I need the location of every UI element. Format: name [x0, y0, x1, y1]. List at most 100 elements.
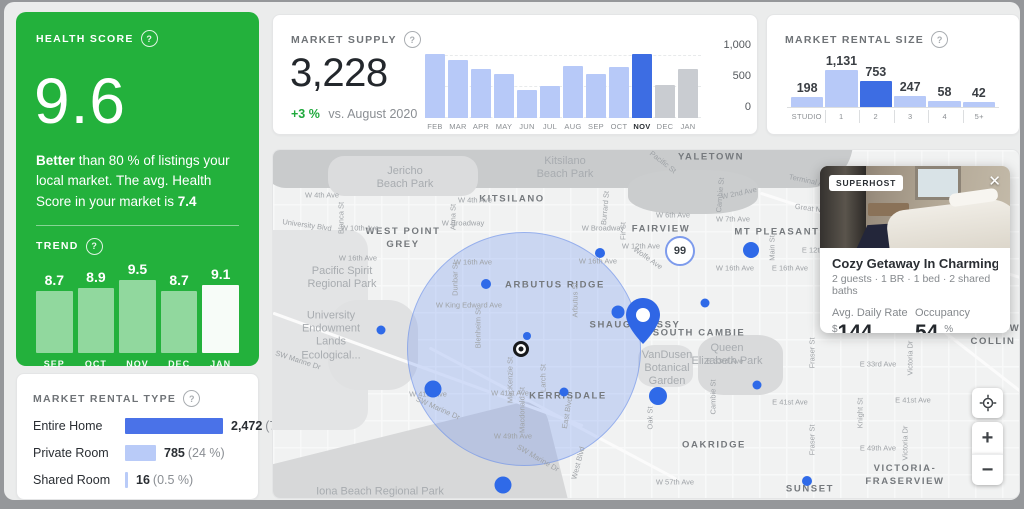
rental-type-bar[interactable] [125, 471, 128, 488]
neighborhood-label: MT PLEASANT [734, 226, 820, 238]
street-label: E 33rd Ave [706, 356, 744, 366]
divider [36, 224, 239, 226]
locate-button[interactable] [972, 388, 1003, 418]
trend-bar-nov[interactable] [119, 279, 156, 353]
trend-bar-sep[interactable] [36, 290, 73, 353]
listing-dot[interactable] [494, 476, 512, 494]
map-park-shape [328, 156, 478, 196]
rental-type-bar[interactable] [125, 417, 223, 434]
listing-dot[interactable] [424, 380, 442, 398]
adr-stat: Avg. Daily Rate $144 [832, 307, 915, 333]
rental-type-value: 785 (24 %) [164, 445, 225, 460]
y-axis-tick: 1,000 [723, 39, 751, 51]
neighborhood-label: KITSILANO [479, 193, 545, 205]
occupancy-stat: Occupancy 54 % [915, 307, 998, 333]
zoom-in-button[interactable]: + [972, 422, 1003, 454]
listing-dot[interactable] [523, 332, 531, 340]
zoom-out-button[interactable]: − [972, 454, 1003, 485]
supply-bar-jun[interactable] [517, 90, 537, 118]
health-score-title: HEALTH SCORE [36, 32, 134, 45]
street-label: W 10th Ave [340, 223, 380, 233]
size-bar-4[interactable] [928, 101, 961, 107]
trend-bar-oct[interactable] [77, 287, 115, 353]
help-icon[interactable]: ? [931, 31, 949, 48]
supply-axis-labels: FEB MAR APR MAY JUN JUL AUG SEP OCT NOV DEC JAN [425, 122, 701, 131]
rental-type-row: Shared Room 16 (0.5 %) [33, 471, 242, 488]
size-bar-1[interactable] [825, 70, 858, 107]
listing-dot[interactable] [559, 387, 569, 397]
trend-bar-jan[interactable] [202, 284, 239, 353]
supply-bar-feb[interactable] [425, 54, 445, 118]
rental-size-title: MARKET RENTAL SIZE [785, 33, 925, 46]
desc-text: than 80 % of listings your local market.… [36, 153, 230, 209]
listing-cluster-badge[interactable]: 99 [665, 236, 695, 266]
supply-bar-jul[interactable] [540, 86, 560, 118]
size-bar-studio[interactable] [791, 97, 824, 107]
street-label: E 16th Ave [771, 263, 809, 273]
listing-popup: SUPERHOST ✕ Cozy Getaway In Charming Kit… [820, 166, 1010, 333]
rental-type-row: Private Room 785 (24 %) [33, 444, 242, 461]
street-label: W 57th Ave [655, 477, 695, 487]
trend-bar-label: OCT [84, 358, 107, 369]
size-bar-2[interactable] [859, 81, 892, 107]
supply-bar-may[interactable] [494, 74, 514, 118]
supply-axis-label: SEP [588, 122, 604, 131]
supply-bar-mar[interactable] [448, 60, 468, 118]
trend-bar-label: JAN [210, 358, 232, 369]
map[interactable]: KITSILANO WEST POINT GREY ARBUTUS RIDGE FAI… [272, 149, 1020, 499]
supply-bar-jan[interactable] [678, 69, 698, 118]
supply-bar-apr[interactable] [471, 69, 491, 118]
supply-chart: FEB MAR APR MAY JUN JUL AUG SEP OCT NOV DEC JAN 1,0… [425, 15, 751, 134]
rental-type-label: Shared Room [33, 472, 111, 487]
street-label: E 49th Ave [859, 443, 897, 453]
supply-bars [425, 54, 701, 118]
help-icon[interactable]: ? [403, 31, 421, 48]
listing-dot[interactable] [802, 476, 812, 486]
health-score-description: Better than 80 % of listings your local … [36, 151, 239, 212]
health-score-header: HEALTH SCORE ? [36, 30, 239, 47]
rental-type-bar[interactable] [125, 444, 156, 461]
listing-dot[interactable] [595, 248, 605, 258]
supply-bar-sep[interactable] [586, 74, 606, 118]
close-icon[interactable]: ✕ [988, 173, 1001, 190]
help-icon[interactable]: ? [183, 390, 201, 407]
supply-bar-dec[interactable] [655, 85, 675, 118]
listing-title[interactable]: Cozy Getaway In Charming Kits Ho [832, 256, 998, 271]
size-bar-5+[interactable] [962, 102, 995, 107]
supply-bar-oct[interactable] [609, 67, 629, 118]
listing-dot[interactable] [700, 298, 710, 308]
map-pin-icon[interactable] [624, 297, 662, 347]
listing-dot[interactable] [649, 387, 667, 405]
rental-size-bars: 198 1,131 753 247 58 42 [791, 54, 995, 107]
size-bar-value: 42 [971, 86, 986, 100]
map-park-shape [638, 345, 693, 387]
listing-photo[interactable]: SUPERHOST ✕ [820, 166, 1010, 248]
size-bar-3[interactable] [893, 96, 927, 107]
park-label: Queen Elizabeth Park [691, 341, 763, 367]
supply-axis-label: AUG [564, 122, 582, 131]
supply-bar-nov[interactable] [632, 54, 652, 118]
help-icon[interactable]: ? [140, 30, 158, 47]
size-bar-group: 58 [928, 85, 961, 107]
desc-bold-value: 7.4 [177, 193, 197, 209]
street-label: W Broadway [441, 218, 485, 228]
trend-bar-value: 8.9 [86, 268, 106, 285]
supply-axis-label: JUL [542, 122, 558, 131]
street-label: W 16th Ave [453, 257, 493, 267]
supply-delta: +3 % [291, 107, 320, 121]
listing-dot[interactable] [743, 242, 759, 258]
trend-bar-label: NOV [126, 358, 149, 369]
listing-dot[interactable] [481, 279, 491, 289]
health-score-value: 9.6 [34, 65, 126, 137]
listing-dot[interactable] [376, 325, 386, 335]
supply-axis-label: MAR [449, 122, 467, 131]
listing-dot[interactable] [611, 305, 625, 319]
supply-axis-label: DEC [656, 122, 674, 131]
listing-dot[interactable] [752, 380, 762, 390]
supply-bar-aug[interactable] [563, 66, 583, 118]
street-label: W Broadway [581, 223, 625, 233]
help-icon[interactable]: ? [85, 237, 103, 255]
street-label: E 41st Ave [772, 397, 808, 407]
trend-bar-dec[interactable] [160, 290, 198, 353]
trend-bar-group: 9.5 NOV [119, 261, 156, 369]
